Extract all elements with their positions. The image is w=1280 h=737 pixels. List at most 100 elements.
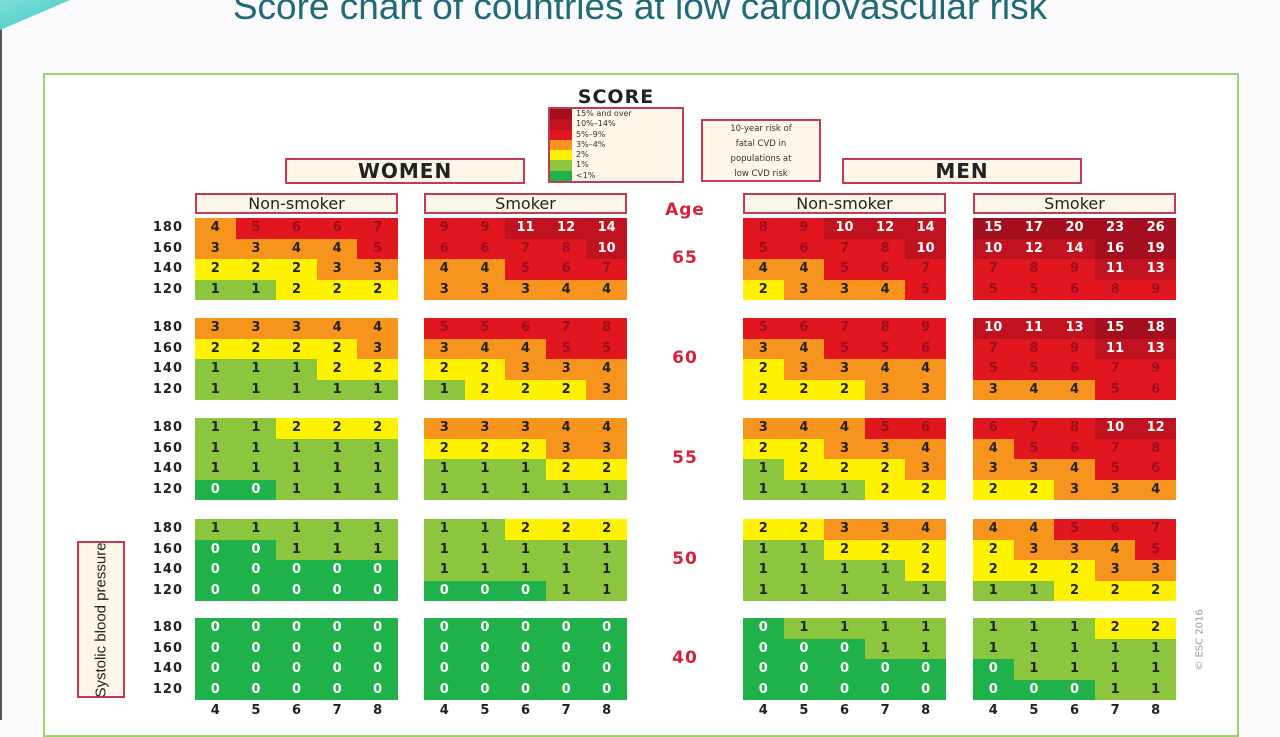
heatmap-cell: 6 <box>905 418 946 439</box>
y-axis-label-box: Systolic blood pressure <box>77 541 125 698</box>
heatmap-cell: 1 <box>357 519 398 540</box>
smoking-status-header: Smoker <box>973 193 1176 214</box>
heatmap-cell: 2 <box>743 519 784 540</box>
heatmap-cell: 4 <box>1013 519 1055 540</box>
heatmap-cell: 0 <box>424 580 465 601</box>
heatmap-cell: 1 <box>276 438 317 459</box>
x-tick-label: 4 <box>988 703 998 718</box>
heatmap-cell: 0 <box>464 638 506 659</box>
heatmap-cell: 2 <box>276 418 317 439</box>
heatmap-cell: 0 <box>545 638 587 659</box>
heatmap-cell: 3 <box>545 438 587 459</box>
heatmap-cell: 16 <box>1094 238 1136 259</box>
heatmap-cell: 4 <box>743 259 784 280</box>
heatmap-cell: 4 <box>905 519 946 540</box>
heatmap-cell: 10 <box>586 238 627 259</box>
heatmap-cell: 0 <box>276 679 317 700</box>
age-label: 50 <box>672 549 698 569</box>
heatmap-cell: 7 <box>973 338 1014 359</box>
heatmap-cell: 3 <box>357 259 398 280</box>
heatmap-cell: 0 <box>235 618 277 639</box>
legend-swatch <box>550 119 572 130</box>
heatmap-cell: 4 <box>586 418 627 439</box>
heatmap-cell: 4 <box>316 238 358 259</box>
heatmap-cell: 0 <box>973 659 1014 680</box>
heatmap-cell: 5 <box>864 338 906 359</box>
heatmap-cell: 3 <box>357 338 398 359</box>
heatmap-cell: 1 <box>195 359 236 380</box>
heatmap-cell: 1 <box>864 560 906 581</box>
x-tick-label: 6 <box>520 703 530 718</box>
heatmap-cell: 0 <box>743 679 784 700</box>
heatmap-cell: 1 <box>824 560 865 581</box>
heatmap-cell: 0 <box>276 618 317 639</box>
heatmap-cell: 0 <box>905 659 946 680</box>
heatmap-cell: 4 <box>586 279 627 300</box>
heatmap-cell: 1 <box>824 580 865 601</box>
heatmap-cell: 1 <box>357 379 398 400</box>
heatmap-cell: 1 <box>1054 618 1095 639</box>
heatmap-cell: 3 <box>1054 539 1095 560</box>
heatmap-cell: 1 <box>743 580 784 601</box>
heatmap-cell: 3 <box>424 418 465 439</box>
heatmap-cell: 3 <box>276 318 317 339</box>
heatmap-cell: 1 <box>1135 638 1176 659</box>
legend-swatch <box>550 109 572 120</box>
smoking-status-header: Non-smoker <box>743 193 946 214</box>
heatmap-cell: 6 <box>783 318 825 339</box>
heatmap-cell: 2 <box>1054 580 1095 601</box>
heatmap-cell: 3 <box>505 359 546 380</box>
heatmap-cell: 5 <box>505 259 546 280</box>
heatmap-cell: 1 <box>505 560 546 581</box>
smoking-status-header: Smoker <box>424 193 627 214</box>
heatmap-cell: 4 <box>357 318 398 339</box>
heatmap-cell: 5 <box>973 359 1014 380</box>
legend-item: 1% <box>550 160 682 171</box>
heatmap-cell: 9 <box>1054 259 1095 280</box>
x-tick-label: 8 <box>1151 703 1161 718</box>
heatmap-cell: 1 <box>586 560 627 581</box>
heatmap-cell: 0 <box>864 679 906 700</box>
heatmap-cell: 1 <box>464 560 506 581</box>
heatmap-cell: 1 <box>276 359 317 380</box>
heatmap-cell: 0 <box>316 560 358 581</box>
heatmap-cell: 0 <box>195 618 236 639</box>
heatmap-cell: 3 <box>505 279 546 300</box>
heatmap-cell: 1 <box>545 580 587 601</box>
heatmap-cell: 1 <box>276 539 317 560</box>
heatmap-cell: 1 <box>505 479 546 500</box>
heatmap-cell: 1 <box>545 479 587 500</box>
x-tick-label: 5 <box>799 703 809 718</box>
heatmap-cell: 2 <box>905 479 946 500</box>
y-tick-label: 160 <box>152 240 183 256</box>
heatmap-cell: 2 <box>235 259 277 280</box>
heatmap-cell: 0 <box>783 679 825 700</box>
heatmap-cell: 1 <box>235 379 277 400</box>
heatmap-cell: 3 <box>464 279 506 300</box>
heatmap-cell: 10 <box>973 318 1014 339</box>
heatmap-cell: 0 <box>316 638 358 659</box>
heatmap-cell: 4 <box>905 438 946 459</box>
heatmap-cell: 0 <box>586 679 627 700</box>
heatmap-cell: 5 <box>1013 359 1055 380</box>
heatmap-cell: 1 <box>1135 659 1176 680</box>
heatmap-cell: 1 <box>276 479 317 500</box>
heatmap-cell: 6 <box>505 318 546 339</box>
heatmap-cell: 0 <box>195 560 236 581</box>
y-tick-label: 180 <box>152 620 183 635</box>
y-tick-label: 180 <box>152 220 183 235</box>
legend-label: 15% and over <box>576 109 632 118</box>
y-tick-label: 180 <box>152 521 183 536</box>
heatmap-cell: 6 <box>545 259 587 280</box>
heatmap-cell: 1 <box>316 459 358 480</box>
heatmap-cell: 3 <box>464 418 506 439</box>
legend-swatch <box>550 170 572 182</box>
heatmap-cell: 2 <box>973 479 1014 500</box>
heatmap-cell: 2 <box>743 359 784 380</box>
heatmap-cell: 8 <box>1054 418 1095 439</box>
heatmap-cell: 7 <box>586 259 627 280</box>
heatmap-cell: 0 <box>357 679 398 700</box>
x-tick-label: 4 <box>439 703 449 718</box>
heatmap-cell: 7 <box>824 318 865 339</box>
x-tick-label: 7 <box>880 703 890 718</box>
